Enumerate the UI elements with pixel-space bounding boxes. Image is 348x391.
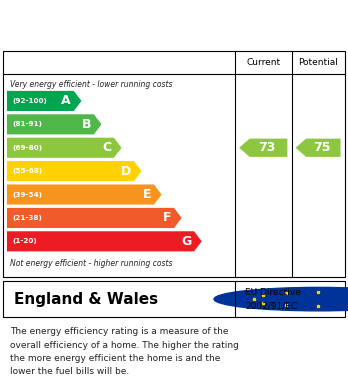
Text: (81-91): (81-91) [12,121,42,127]
Text: 73: 73 [258,141,275,154]
Text: E: E [143,188,151,201]
Text: Potential: Potential [298,58,338,67]
Text: D: D [121,165,131,178]
Text: 75: 75 [313,141,330,154]
Text: Energy Efficiency Rating: Energy Efficiency Rating [10,18,239,36]
Text: The energy efficiency rating is a measure of the
overall efficiency of a home. T: The energy efficiency rating is a measur… [10,327,239,376]
Polygon shape [7,208,182,228]
Polygon shape [7,161,142,181]
Polygon shape [239,139,287,157]
Text: Current: Current [246,58,280,67]
Text: England & Wales: England & Wales [14,292,158,307]
Text: (39-54): (39-54) [12,192,42,197]
Polygon shape [7,231,202,251]
Text: F: F [163,212,171,224]
Polygon shape [7,114,102,135]
Text: (92-100): (92-100) [12,98,47,104]
Polygon shape [295,139,341,157]
Text: (55-68): (55-68) [12,168,42,174]
Text: Very energy efficient - lower running costs: Very energy efficient - lower running co… [10,80,173,89]
Text: EU Directive: EU Directive [245,287,301,297]
Text: 2002/91/EC: 2002/91/EC [245,301,298,311]
Text: (1-20): (1-20) [12,239,37,244]
Text: C: C [102,141,111,154]
Text: Not energy efficient - higher running costs: Not energy efficient - higher running co… [10,259,173,268]
Polygon shape [7,185,161,204]
Text: B: B [81,118,91,131]
Polygon shape [7,91,81,111]
Text: (21-38): (21-38) [12,215,42,221]
Text: G: G [181,235,191,248]
Circle shape [214,287,348,311]
Polygon shape [7,138,121,158]
Text: A: A [61,95,71,108]
Text: (69-80): (69-80) [12,145,42,151]
